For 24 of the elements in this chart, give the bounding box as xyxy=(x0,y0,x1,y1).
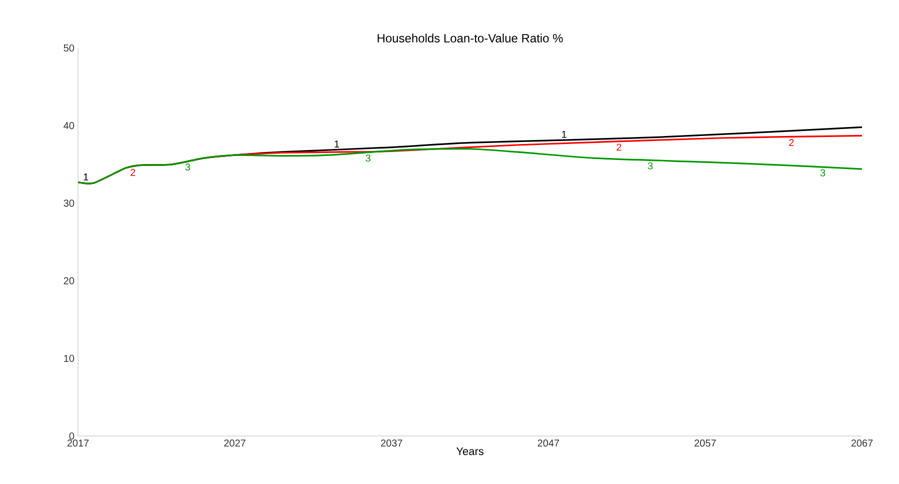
y-tick-label: 40 xyxy=(64,122,74,130)
y-tick-label: 30 xyxy=(64,200,74,207)
series-label: 2 xyxy=(130,168,136,176)
y-tick-label: 50 xyxy=(64,44,74,52)
text: 1 xyxy=(84,174,88,180)
y-tick-label: 0 xyxy=(69,432,74,440)
chart-title: Households Loan-to-Value Ratio % xyxy=(378,34,563,42)
y-tick-label: 10 xyxy=(64,354,74,362)
series-label: 1 xyxy=(334,140,340,148)
x-tick-label: 2047 xyxy=(538,440,560,447)
x-tick-label: 2067 xyxy=(851,440,873,447)
x-tick-label: 2017 xyxy=(67,440,89,447)
x-axis-title: Years xyxy=(456,447,484,456)
text: 1 xyxy=(562,130,566,138)
text: 3 xyxy=(648,162,653,170)
y-tick-label: 20 xyxy=(64,277,74,284)
text: 2 xyxy=(789,139,794,146)
x-tick-label: 2037 xyxy=(380,440,402,447)
series-label: 3 xyxy=(185,163,190,171)
x-tick-label: 2057 xyxy=(694,440,716,447)
x-tick-label: 2027 xyxy=(224,440,246,447)
text: 3 xyxy=(366,154,370,162)
text: 3 xyxy=(820,169,826,176)
text: 2 xyxy=(616,144,622,151)
